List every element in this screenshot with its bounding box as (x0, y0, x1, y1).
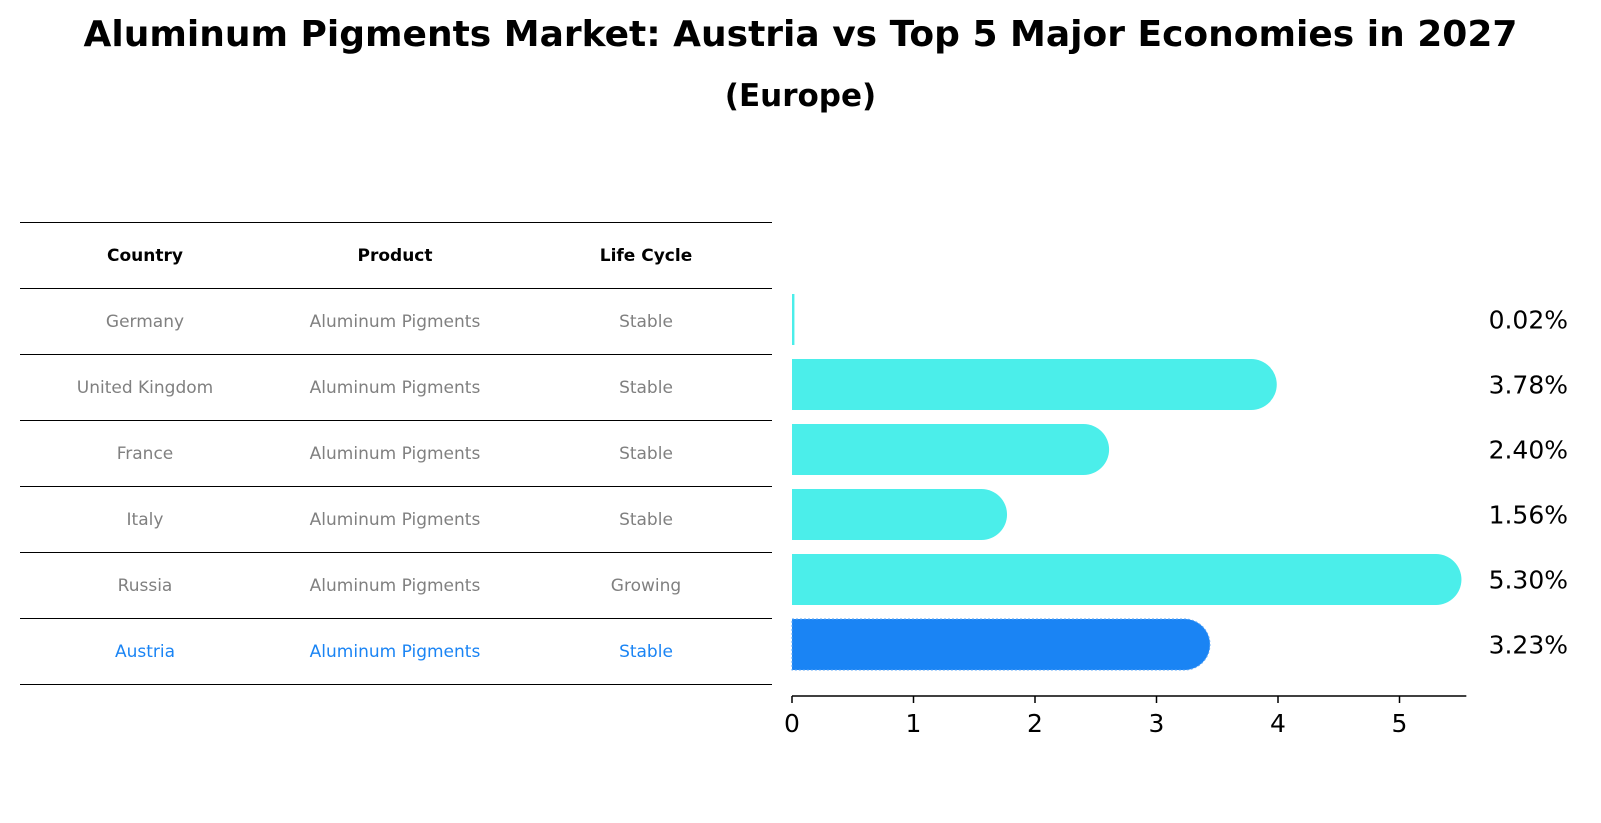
table-row: Germany Aluminum Pigments Stable (20, 288, 772, 355)
header-life-cycle: Life Cycle (520, 222, 772, 289)
value-label: 1.56% (1489, 501, 1568, 530)
header-country: Country (20, 222, 270, 289)
value-label: 3.78% (1489, 371, 1568, 400)
cell-life-cycle: Stable (520, 618, 772, 685)
bar-austria (791, 618, 1211, 671)
bar-germany (792, 294, 795, 345)
cell-country: Russia (20, 552, 270, 619)
cell-country: France (20, 420, 270, 487)
x-tick-label: 1 (906, 709, 922, 738)
value-label: 2.40% (1489, 436, 1568, 465)
bar-italy (792, 489, 1008, 540)
x-tick-label: 3 (1149, 709, 1165, 738)
table-row: France Aluminum Pigments Stable (20, 420, 772, 487)
chart-title: Aluminum Pigments Market: Austria vs Top… (83, 14, 1518, 55)
cell-product: Aluminum Pigments (270, 486, 520, 553)
country-table: Country Product Life Cycle Germany Alumi… (20, 222, 772, 685)
value-label: 3.23% (1489, 631, 1568, 660)
header-product: Product (270, 222, 520, 289)
cell-life-cycle: Stable (520, 354, 772, 421)
cell-product: Aluminum Pigments (270, 552, 520, 619)
cell-life-cycle: Stable (520, 288, 772, 355)
table-row: United Kingdom Aluminum Pigments Stable (20, 354, 772, 421)
x-tick-label: 0 (784, 709, 800, 738)
cell-life-cycle: Stable (520, 486, 772, 553)
cell-life-cycle: Stable (520, 420, 772, 487)
x-tick-label: 2 (1027, 709, 1043, 738)
bar-france (792, 424, 1110, 475)
table-row: Russia Aluminum Pigments Growing (20, 552, 772, 619)
cell-country: Germany (20, 288, 270, 355)
table-row: Italy Aluminum Pigments Stable (20, 486, 772, 553)
x-tick-label: 5 (1392, 709, 1408, 738)
chart-subtitle: (Europe) (724, 78, 877, 114)
value-label: 0.02% (1489, 306, 1568, 335)
table-header-row: Country Product Life Cycle (20, 222, 772, 289)
cell-product: Aluminum Pigments (270, 288, 520, 355)
cell-product: Aluminum Pigments (270, 618, 520, 685)
bar-united-kingdom (792, 359, 1277, 410)
table-row: Austria Aluminum Pigments Stable (20, 618, 772, 685)
cell-country: United Kingdom (20, 354, 270, 421)
bar-russia (792, 554, 1462, 605)
value-label: 5.30% (1489, 566, 1568, 595)
cell-country: Italy (20, 486, 270, 553)
x-tick-label: 4 (1270, 709, 1286, 738)
cell-product: Aluminum Pigments (270, 354, 520, 421)
cell-product: Aluminum Pigments (270, 420, 520, 487)
cell-life-cycle: Growing (520, 552, 772, 619)
cell-country: Austria (20, 618, 270, 685)
